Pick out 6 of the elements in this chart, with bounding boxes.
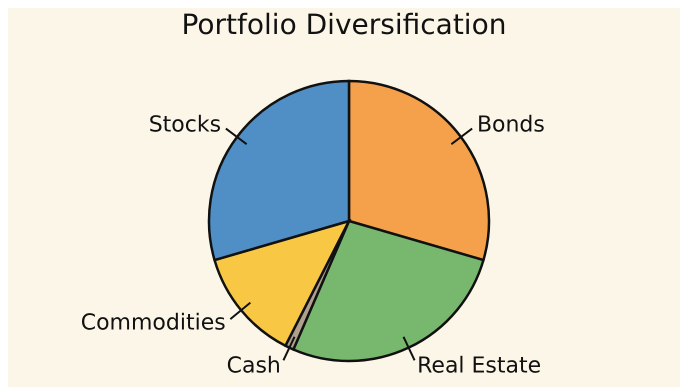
slice-label: Cash: [226, 353, 281, 378]
chart-title: Portfolio Diversification: [182, 8, 506, 41]
slice-label: Commodities: [80, 310, 226, 336]
slice-label: Real Estate: [417, 353, 542, 378]
slice-label: Stocks: [148, 112, 222, 138]
slice-label: Bonds: [476, 112, 545, 138]
